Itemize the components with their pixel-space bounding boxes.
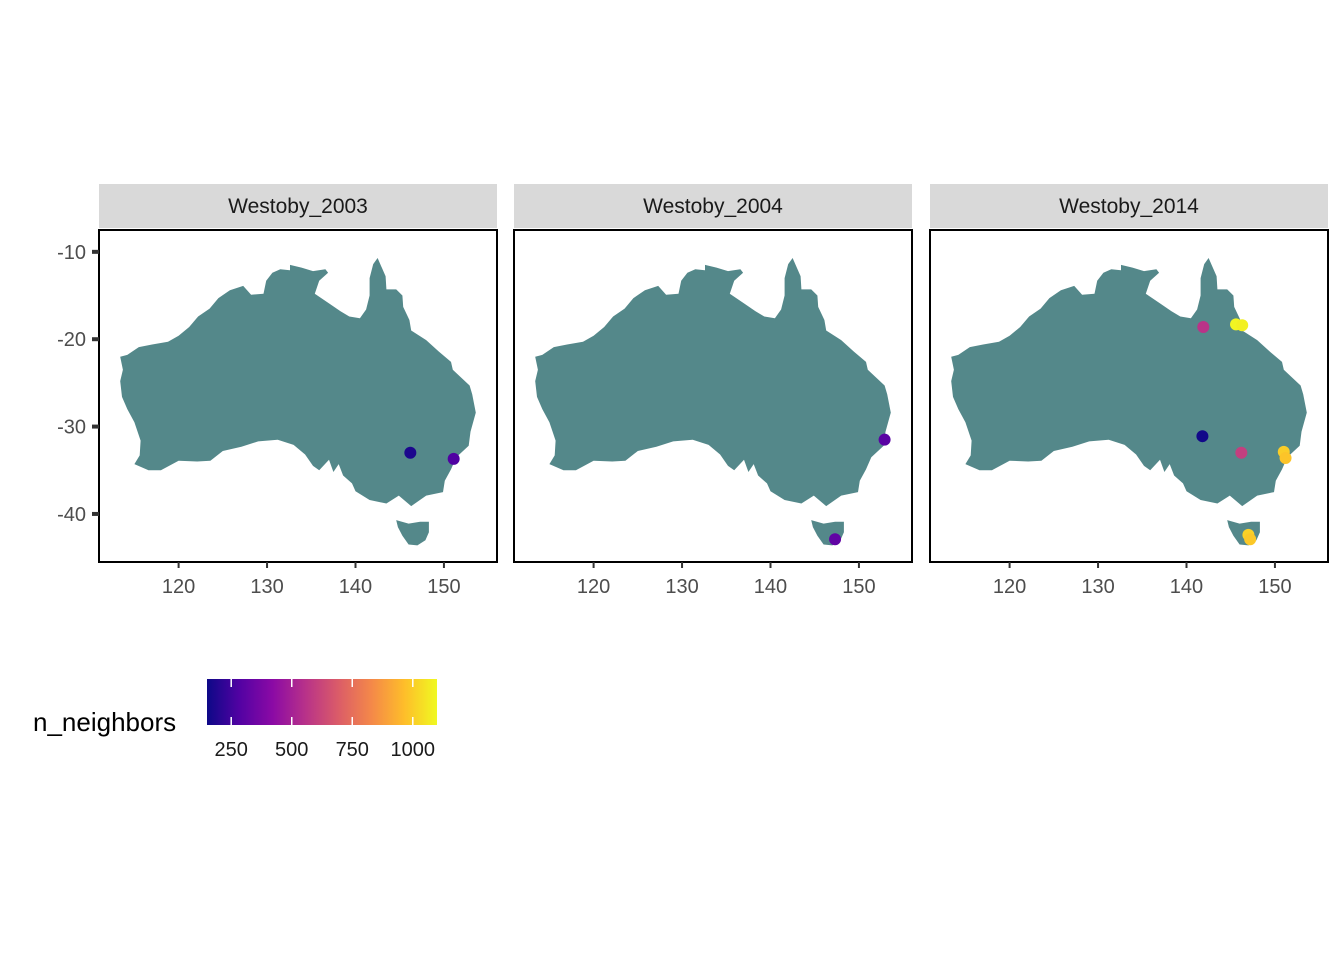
panel-border [929,229,1329,563]
facet-strip [99,184,497,228]
data-point [404,446,417,459]
color-legend: n_neighbors 250 500 750 1000 [33,679,437,761]
x-tick-label: 120 [162,576,195,598]
x-tick-label: 150 [842,576,875,598]
x-tick-label: 140 [339,576,372,598]
data-point [1279,452,1292,465]
legend-tick-label: 1000 [391,739,436,761]
data-point [1236,319,1249,332]
y-tick-label: -10 [57,242,86,264]
x-tick-label: 130 [1081,576,1114,598]
x-tick-label: 120 [577,576,610,598]
x-tick-label: 150 [427,576,460,598]
data-point [1244,533,1257,546]
x-tick-label: 130 [250,576,283,598]
x-tick-label: 140 [754,576,787,598]
panel-border [513,229,913,563]
data-point [1197,320,1210,333]
facet-strip-label: Westoby_2014 [1059,195,1199,218]
facet-panel: Westoby_2004 120 130 140 150 [513,184,913,598]
facet-strip [930,184,1328,228]
y-tick-label: -40 [57,504,86,526]
x-tick-label: 150 [1258,576,1291,598]
legend-tick-label: 500 [275,739,308,761]
legend-tick-label: 750 [336,739,369,761]
y-tick-label: -30 [57,417,86,439]
facet-strip-label: Westoby_2003 [228,195,368,218]
data-point [1235,446,1248,459]
x-tick-label: 140 [1170,576,1203,598]
legend-tick-label: 250 [215,739,248,761]
facet-strip [514,184,912,228]
data-point [1196,430,1209,443]
tasmania-land-shape [396,520,429,546]
data-point [447,452,460,465]
data-point [878,433,891,446]
legend-colorbar [207,679,437,725]
facet-panel: Westoby_2014 120 130 140 150 [929,184,1329,598]
data-point [829,533,842,546]
legend-title: n_neighbors [33,707,176,737]
panel-border [98,229,498,563]
x-tick-label: 130 [665,576,698,598]
x-tick-label: 120 [993,576,1026,598]
y-tick-label: -20 [57,329,86,351]
mainland-land-shape [535,258,891,507]
facet-strip-label: Westoby_2004 [643,195,783,218]
facet-panel: Westoby_2003 120 130 140 150 -10 -20 -30 -40 [57,184,498,598]
mainland-land-shape [951,258,1307,507]
mainland-land-shape [120,258,476,507]
